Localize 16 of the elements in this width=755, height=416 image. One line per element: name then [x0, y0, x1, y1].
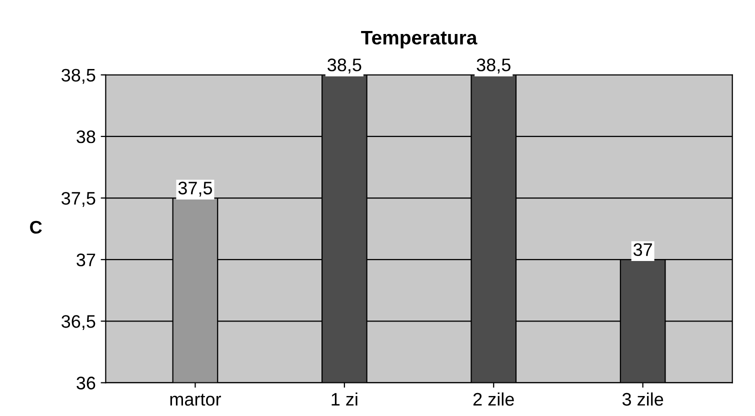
y-axis-title: C — [30, 220, 42, 234]
data-label: 38,5 — [328, 58, 362, 74]
data-label: 37 — [633, 243, 652, 256]
y-tick-label: 37,5 — [62, 192, 96, 207]
x-tick-label: 2 zile — [473, 392, 514, 406]
y-tick-label: 36 — [76, 376, 96, 390]
y-tick-label: 36,5 — [62, 315, 96, 330]
x-tick-label: martor — [170, 394, 222, 406]
chart-title: Temperatura — [361, 30, 478, 48]
y-tick-label: 38,5 — [62, 68, 96, 84]
data-label: 38,5 — [476, 58, 510, 74]
data-label: 37,5 — [178, 182, 212, 197]
y-tick-label: 37 — [76, 254, 96, 266]
x-tick-label: 3 zile — [622, 392, 664, 406]
y-tick-label: 38 — [76, 130, 96, 144]
x-tick-label: 1 zi — [332, 392, 358, 406]
